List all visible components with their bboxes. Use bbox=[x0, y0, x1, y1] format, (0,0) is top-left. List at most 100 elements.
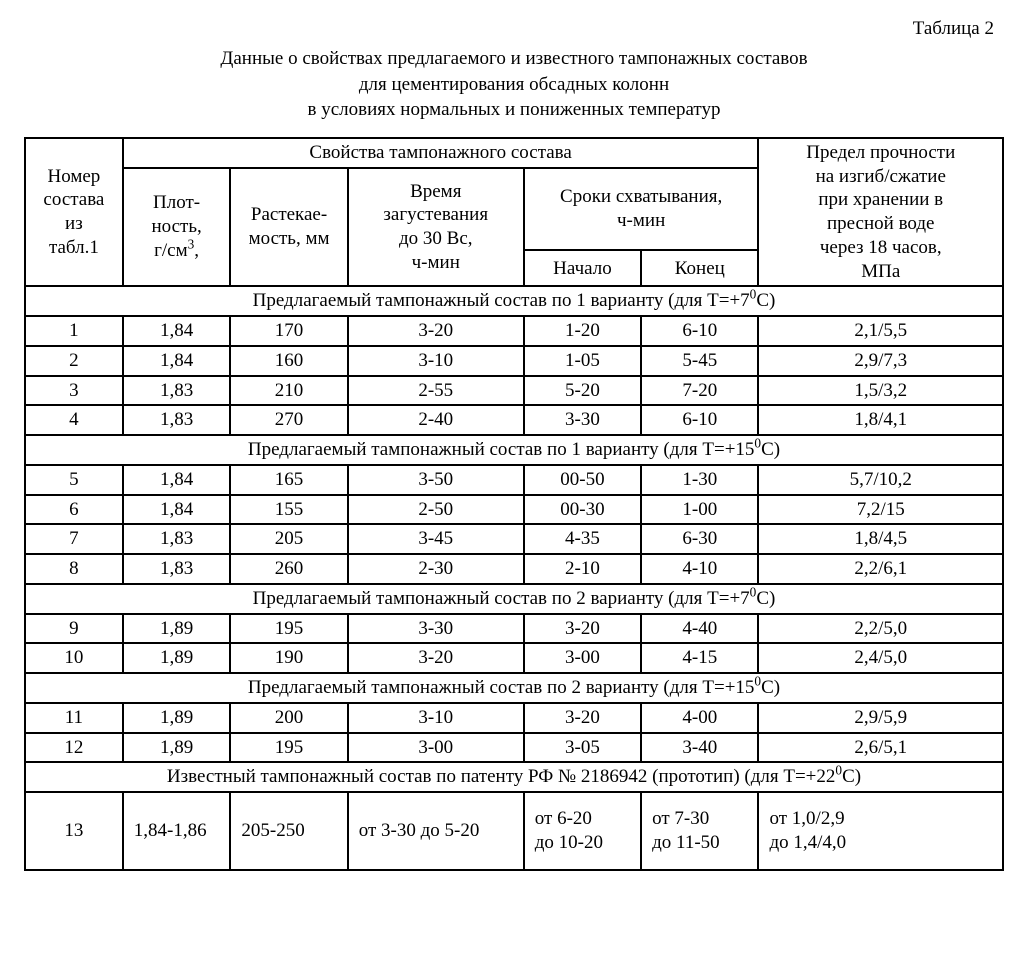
table-cell: 1,83 bbox=[123, 376, 231, 406]
table-cell: от 1,0/2,9до 1,4/4,0 bbox=[758, 792, 1003, 870]
table-cell: 13 bbox=[25, 792, 123, 870]
table-row: 91,891953-303-204-402,2/5,0 bbox=[25, 614, 1003, 644]
table-cell: 3-45 bbox=[348, 524, 524, 554]
table-cell: 5,7/10,2 bbox=[758, 465, 1003, 495]
table-cell: 1,8/4,5 bbox=[758, 524, 1003, 554]
col-setting-start: Начало bbox=[524, 250, 641, 286]
table-cell: 2-40 bbox=[348, 405, 524, 435]
table-cell: 4-00 bbox=[641, 703, 758, 733]
title-line: для цементирования обсадных колонн bbox=[359, 74, 669, 95]
table-cell: 1 bbox=[25, 316, 123, 346]
table-cell: 1,89 bbox=[123, 614, 231, 644]
table-cell: 9 bbox=[25, 614, 123, 644]
table-cell: 5 bbox=[25, 465, 123, 495]
table-cell: 165 bbox=[230, 465, 347, 495]
table-cell: 2 bbox=[25, 346, 123, 376]
table-cell: 7 bbox=[25, 524, 123, 554]
table-cell: 3-20 bbox=[348, 316, 524, 346]
table-cell: 11 bbox=[25, 703, 123, 733]
table-row: 101,891903-203-004-152,4/5,0 bbox=[25, 643, 1003, 673]
table-cell: 00-50 bbox=[524, 465, 641, 495]
title-line: в условиях нормальных и пониженных темпе… bbox=[308, 99, 721, 120]
properties-table: Номерсоставаизтабл.1 Свойства тампонажно… bbox=[24, 137, 1004, 871]
table-cell: 3-40 bbox=[641, 733, 758, 763]
table-cell: 1,84 bbox=[123, 346, 231, 376]
table-cell: 270 bbox=[230, 405, 347, 435]
table-cell: 6-30 bbox=[641, 524, 758, 554]
table-cell: 1,5/3,2 bbox=[758, 376, 1003, 406]
table-cell: 1,83 bbox=[123, 405, 231, 435]
table-cell: 2,9/5,9 bbox=[758, 703, 1003, 733]
table-cell: 1-30 bbox=[641, 465, 758, 495]
table-cell: 7,2/15 bbox=[758, 495, 1003, 525]
table-cell: 3-00 bbox=[524, 643, 641, 673]
table-cell: от 6-20до 10-20 bbox=[524, 792, 641, 870]
table-cell: 1,84 bbox=[123, 495, 231, 525]
table-cell: 4-10 bbox=[641, 554, 758, 584]
table-cell: 6-10 bbox=[641, 405, 758, 435]
col-strength: Предел прочностина изгиб/сжатиепри хране… bbox=[758, 138, 1003, 287]
table-cell: 2-55 bbox=[348, 376, 524, 406]
table-cell: 1,83 bbox=[123, 554, 231, 584]
table-cell: 1,89 bbox=[123, 703, 231, 733]
table-cell: 1,89 bbox=[123, 643, 231, 673]
table-cell: 2,6/5,1 bbox=[758, 733, 1003, 763]
table-cell: 3-20 bbox=[524, 703, 641, 733]
table-cell: 200 bbox=[230, 703, 347, 733]
table-cell: 00-30 bbox=[524, 495, 641, 525]
table-row: 81,832602-302-104-102,2/6,1 bbox=[25, 554, 1003, 584]
table-cell: 7-20 bbox=[641, 376, 758, 406]
table-cell: 4-35 bbox=[524, 524, 641, 554]
table-cell: 6-10 bbox=[641, 316, 758, 346]
table-row: 51,841653-5000-501-305,7/10,2 bbox=[25, 465, 1003, 495]
table-cell: 3-10 bbox=[348, 703, 524, 733]
table-row: 21,841603-101-055-452,9/7,3 bbox=[25, 346, 1003, 376]
table-row: 11,841703-201-206-102,1/5,5 bbox=[25, 316, 1003, 346]
table-cell: 1,84 bbox=[123, 316, 231, 346]
table-cell: 2-10 bbox=[524, 554, 641, 584]
section-heading: Предлагаемый тампонажный состав по 1 вар… bbox=[25, 435, 1003, 465]
table-cell: 1-20 bbox=[524, 316, 641, 346]
table-cell: 8 bbox=[25, 554, 123, 584]
table-cell: 210 bbox=[230, 376, 347, 406]
col-density: Плот-ность,г/см3, bbox=[123, 168, 231, 287]
table-cell: 3-30 bbox=[348, 614, 524, 644]
table-row: 131,84-1,86205-250от 3-30 до 5-20от 6-20… bbox=[25, 792, 1003, 870]
table-cell: 3-30 bbox=[524, 405, 641, 435]
table-cell: 1,84-1,86 bbox=[123, 792, 231, 870]
table-cell: 190 bbox=[230, 643, 347, 673]
table-cell: 4-40 bbox=[641, 614, 758, 644]
table-cell: 260 bbox=[230, 554, 347, 584]
table-body: Предлагаемый тампонажный состав по 1 вар… bbox=[25, 286, 1003, 869]
table-cell: 195 bbox=[230, 614, 347, 644]
col-number: Номерсоставаизтабл.1 bbox=[25, 138, 123, 287]
section-heading: Предлагаемый тампонажный состав по 2 вар… bbox=[25, 584, 1003, 614]
table-cell: 4-15 bbox=[641, 643, 758, 673]
table-cell: 1,83 bbox=[123, 524, 231, 554]
table-cell: 3-50 bbox=[348, 465, 524, 495]
col-setting-time: Сроки схватывания,ч-мин bbox=[524, 168, 759, 251]
table-cell: 2,2/5,0 bbox=[758, 614, 1003, 644]
table-cell: 195 bbox=[230, 733, 347, 763]
table-head: Номерсоставаизтабл.1 Свойства тампонажно… bbox=[25, 138, 1003, 287]
table-cell: 4 bbox=[25, 405, 123, 435]
table-cell: 6 bbox=[25, 495, 123, 525]
table-cell: 10 bbox=[25, 643, 123, 673]
section-heading: Предлагаемый тампонажный состав по 2 вар… bbox=[25, 673, 1003, 703]
col-setting-end: Конец bbox=[641, 250, 758, 286]
table-cell: 2,1/5,5 bbox=[758, 316, 1003, 346]
col-thickening-time: Времязагустеваниядо 30 Вс,ч-мин bbox=[348, 168, 524, 287]
table-cell: 3-20 bbox=[348, 643, 524, 673]
table-cell: 3-05 bbox=[524, 733, 641, 763]
table-cell: 2-50 bbox=[348, 495, 524, 525]
table-cell: 205-250 bbox=[230, 792, 347, 870]
table-cell: 2,9/7,3 bbox=[758, 346, 1003, 376]
table-cell: 12 bbox=[25, 733, 123, 763]
section-heading: Известный тампонажный состав по патенту … bbox=[25, 762, 1003, 792]
section-heading: Предлагаемый тампонажный состав по 1 вар… bbox=[25, 286, 1003, 316]
table-cell: 155 bbox=[230, 495, 347, 525]
table-cell: 2,2/6,1 bbox=[758, 554, 1003, 584]
table-cell: 1,8/4,1 bbox=[758, 405, 1003, 435]
document-title: Данные о свойствах предлагаемого и извес… bbox=[24, 46, 1004, 123]
table-cell: 160 bbox=[230, 346, 347, 376]
